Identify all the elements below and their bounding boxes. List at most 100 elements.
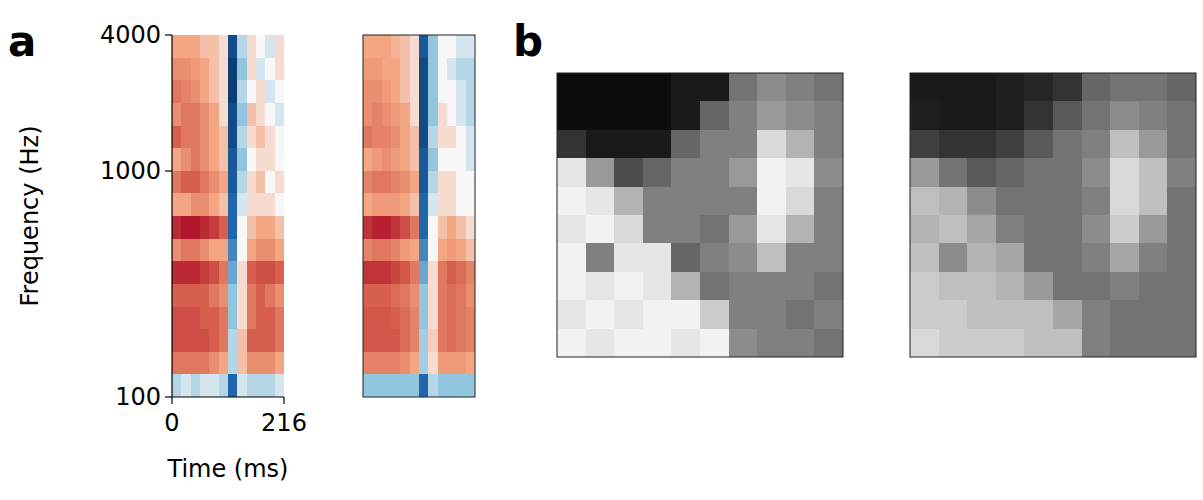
cell [400, 58, 410, 81]
cell [191, 307, 201, 330]
cell [382, 329, 392, 352]
cell [372, 284, 382, 307]
cell [219, 126, 229, 149]
cell [410, 58, 420, 81]
cell [786, 215, 815, 244]
cell [237, 103, 247, 126]
cell [247, 171, 257, 194]
cell [363, 171, 373, 194]
cell [410, 171, 420, 194]
cell [363, 261, 373, 284]
cell [410, 193, 420, 216]
cell [729, 130, 758, 159]
cell [363, 126, 373, 149]
cell [410, 284, 420, 307]
cell [428, 352, 438, 375]
cell [643, 215, 672, 244]
cell [586, 272, 615, 301]
y-axis-line [171, 35, 172, 397]
cell [172, 329, 182, 352]
cell [447, 58, 457, 81]
cell [1110, 243, 1139, 272]
cell [967, 73, 996, 102]
cell [1053, 73, 1082, 102]
cell [172, 126, 182, 149]
cell [447, 171, 457, 194]
cell [372, 80, 382, 103]
cell [372, 58, 382, 81]
cell [428, 126, 438, 149]
cell [181, 35, 191, 58]
cell [363, 216, 373, 239]
cell [786, 73, 815, 102]
cell [200, 239, 210, 262]
cell [265, 329, 275, 352]
heatmap-cells [172, 35, 284, 397]
x-tick-label: 0 [164, 409, 179, 437]
cell [372, 239, 382, 262]
frame [557, 73, 843, 357]
cell [438, 58, 448, 81]
cell [256, 148, 266, 171]
cell [447, 103, 457, 126]
cell [1082, 215, 1111, 244]
cell [256, 374, 266, 397]
cell [209, 352, 219, 375]
cell [400, 35, 410, 58]
cell [172, 261, 182, 284]
cell [996, 272, 1025, 301]
cell [757, 130, 786, 159]
cell [456, 352, 466, 375]
cell [228, 126, 238, 149]
cell [428, 35, 438, 58]
cell [181, 80, 191, 103]
cell [247, 80, 257, 103]
cell [391, 80, 401, 103]
cell [438, 284, 448, 307]
cell [1167, 158, 1196, 187]
cell [1053, 101, 1082, 130]
cell [209, 329, 219, 352]
cell [372, 307, 382, 330]
cell [786, 272, 815, 301]
cell [419, 148, 429, 171]
cell [247, 307, 257, 330]
cell [191, 126, 201, 149]
cell [700, 187, 729, 216]
cell [456, 103, 466, 126]
cell [1167, 73, 1196, 102]
cell [247, 148, 257, 171]
cell [1024, 329, 1053, 357]
cell [466, 80, 475, 103]
cell [256, 307, 266, 330]
cell [200, 35, 210, 58]
cell [1053, 300, 1082, 329]
cell [814, 101, 843, 130]
x-axis-line [172, 396, 284, 397]
cell [181, 239, 191, 262]
cell [219, 329, 229, 352]
cell [614, 272, 643, 301]
cell [456, 171, 466, 194]
cell [1139, 73, 1168, 102]
cell [757, 101, 786, 130]
cell [200, 374, 210, 397]
cell [586, 243, 615, 272]
cell [363, 58, 373, 81]
cell [939, 130, 968, 159]
cell [247, 261, 257, 284]
y-tick-label: 1000 [100, 157, 161, 185]
cell [181, 171, 191, 194]
cell [466, 171, 475, 194]
cell [400, 239, 410, 262]
cell [814, 329, 843, 357]
cell [391, 261, 401, 284]
cell [247, 374, 257, 397]
cell [181, 352, 191, 375]
cell [172, 35, 182, 58]
cell [910, 101, 939, 130]
cell [247, 216, 257, 239]
cell [419, 374, 429, 397]
cell [1024, 130, 1053, 159]
cell [237, 307, 247, 330]
